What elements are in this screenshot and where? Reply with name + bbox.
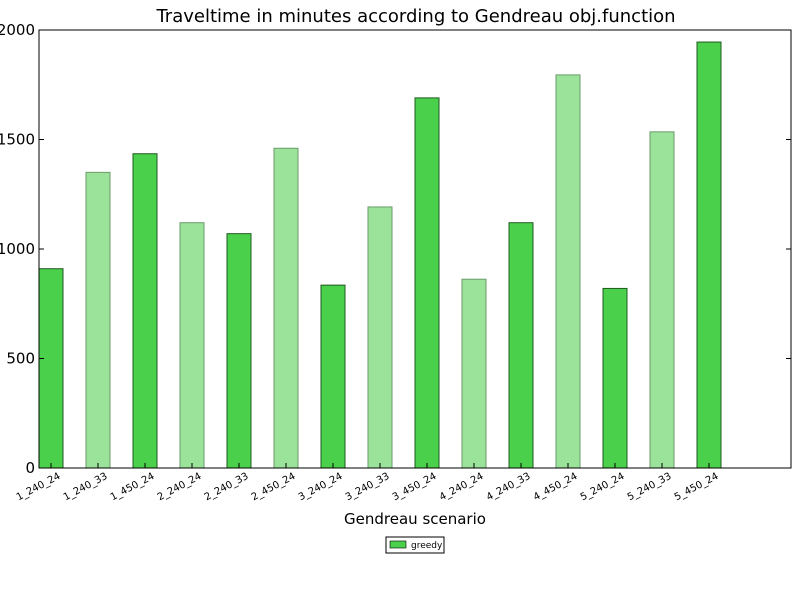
x-tick-label: 3_240_24 (297, 471, 345, 503)
x-tick-label: 4_240_24 (438, 471, 486, 503)
y-tick-label: 1000 (0, 240, 35, 258)
bar-1_240_33 (85, 171, 111, 469)
bar-3_240_24 (320, 284, 346, 469)
legend: greedy (385, 536, 445, 554)
x-tick-label: 5_240_33 (626, 471, 674, 503)
bar-4_450_24 (555, 74, 581, 469)
y-tick-label: 2000 (0, 21, 35, 39)
bar-5_240_33 (649, 131, 675, 469)
bar-1_450_24 (132, 153, 158, 469)
x-tick-label: 5_240_24 (579, 471, 627, 503)
x-tick-label: 5_450_24 (673, 471, 721, 503)
bar-1_240_24 (38, 268, 64, 469)
bar-2_240_33 (226, 233, 252, 469)
bar-3_450_24 (414, 97, 440, 469)
bar-2_450_24 (273, 147, 299, 469)
bar-5_240_24 (602, 287, 628, 469)
x-tick-label: 3_240_33 (344, 471, 392, 503)
bar-4_240_24 (461, 278, 487, 469)
bar-3_240_33 (367, 206, 393, 469)
x-tick-label: 2_240_33 (203, 471, 251, 503)
chart-title: Traveltime in minutes according to Gendr… (155, 6, 675, 27)
x-tick-label: 1_240_24 (15, 471, 63, 503)
x-tick-label: 1_450_24 (109, 471, 157, 503)
x-tick-label: 4_450_24 (532, 471, 580, 503)
legend-swatch (389, 540, 407, 549)
x-tick-label: 2_240_24 (156, 471, 204, 503)
x-tick-label: 4_240_33 (485, 471, 533, 503)
y-tick-label: 1500 (0, 131, 35, 149)
y-tick-label: 0 (25, 459, 35, 477)
bar-5_450_24 (696, 41, 722, 469)
legend-label-greedy: greedy (411, 541, 443, 551)
x-tick-label: 1_240_33 (62, 471, 110, 503)
y-tick-label: 500 (6, 350, 35, 368)
bar-2_240_24 (179, 222, 205, 469)
x-axis-label: Gendreau scenario (344, 510, 486, 528)
bars-group (38, 41, 722, 469)
x-tick-label: 2_450_24 (250, 471, 298, 503)
x-tick-label: 3_450_24 (391, 471, 439, 503)
bar-4_240_33 (508, 222, 534, 469)
